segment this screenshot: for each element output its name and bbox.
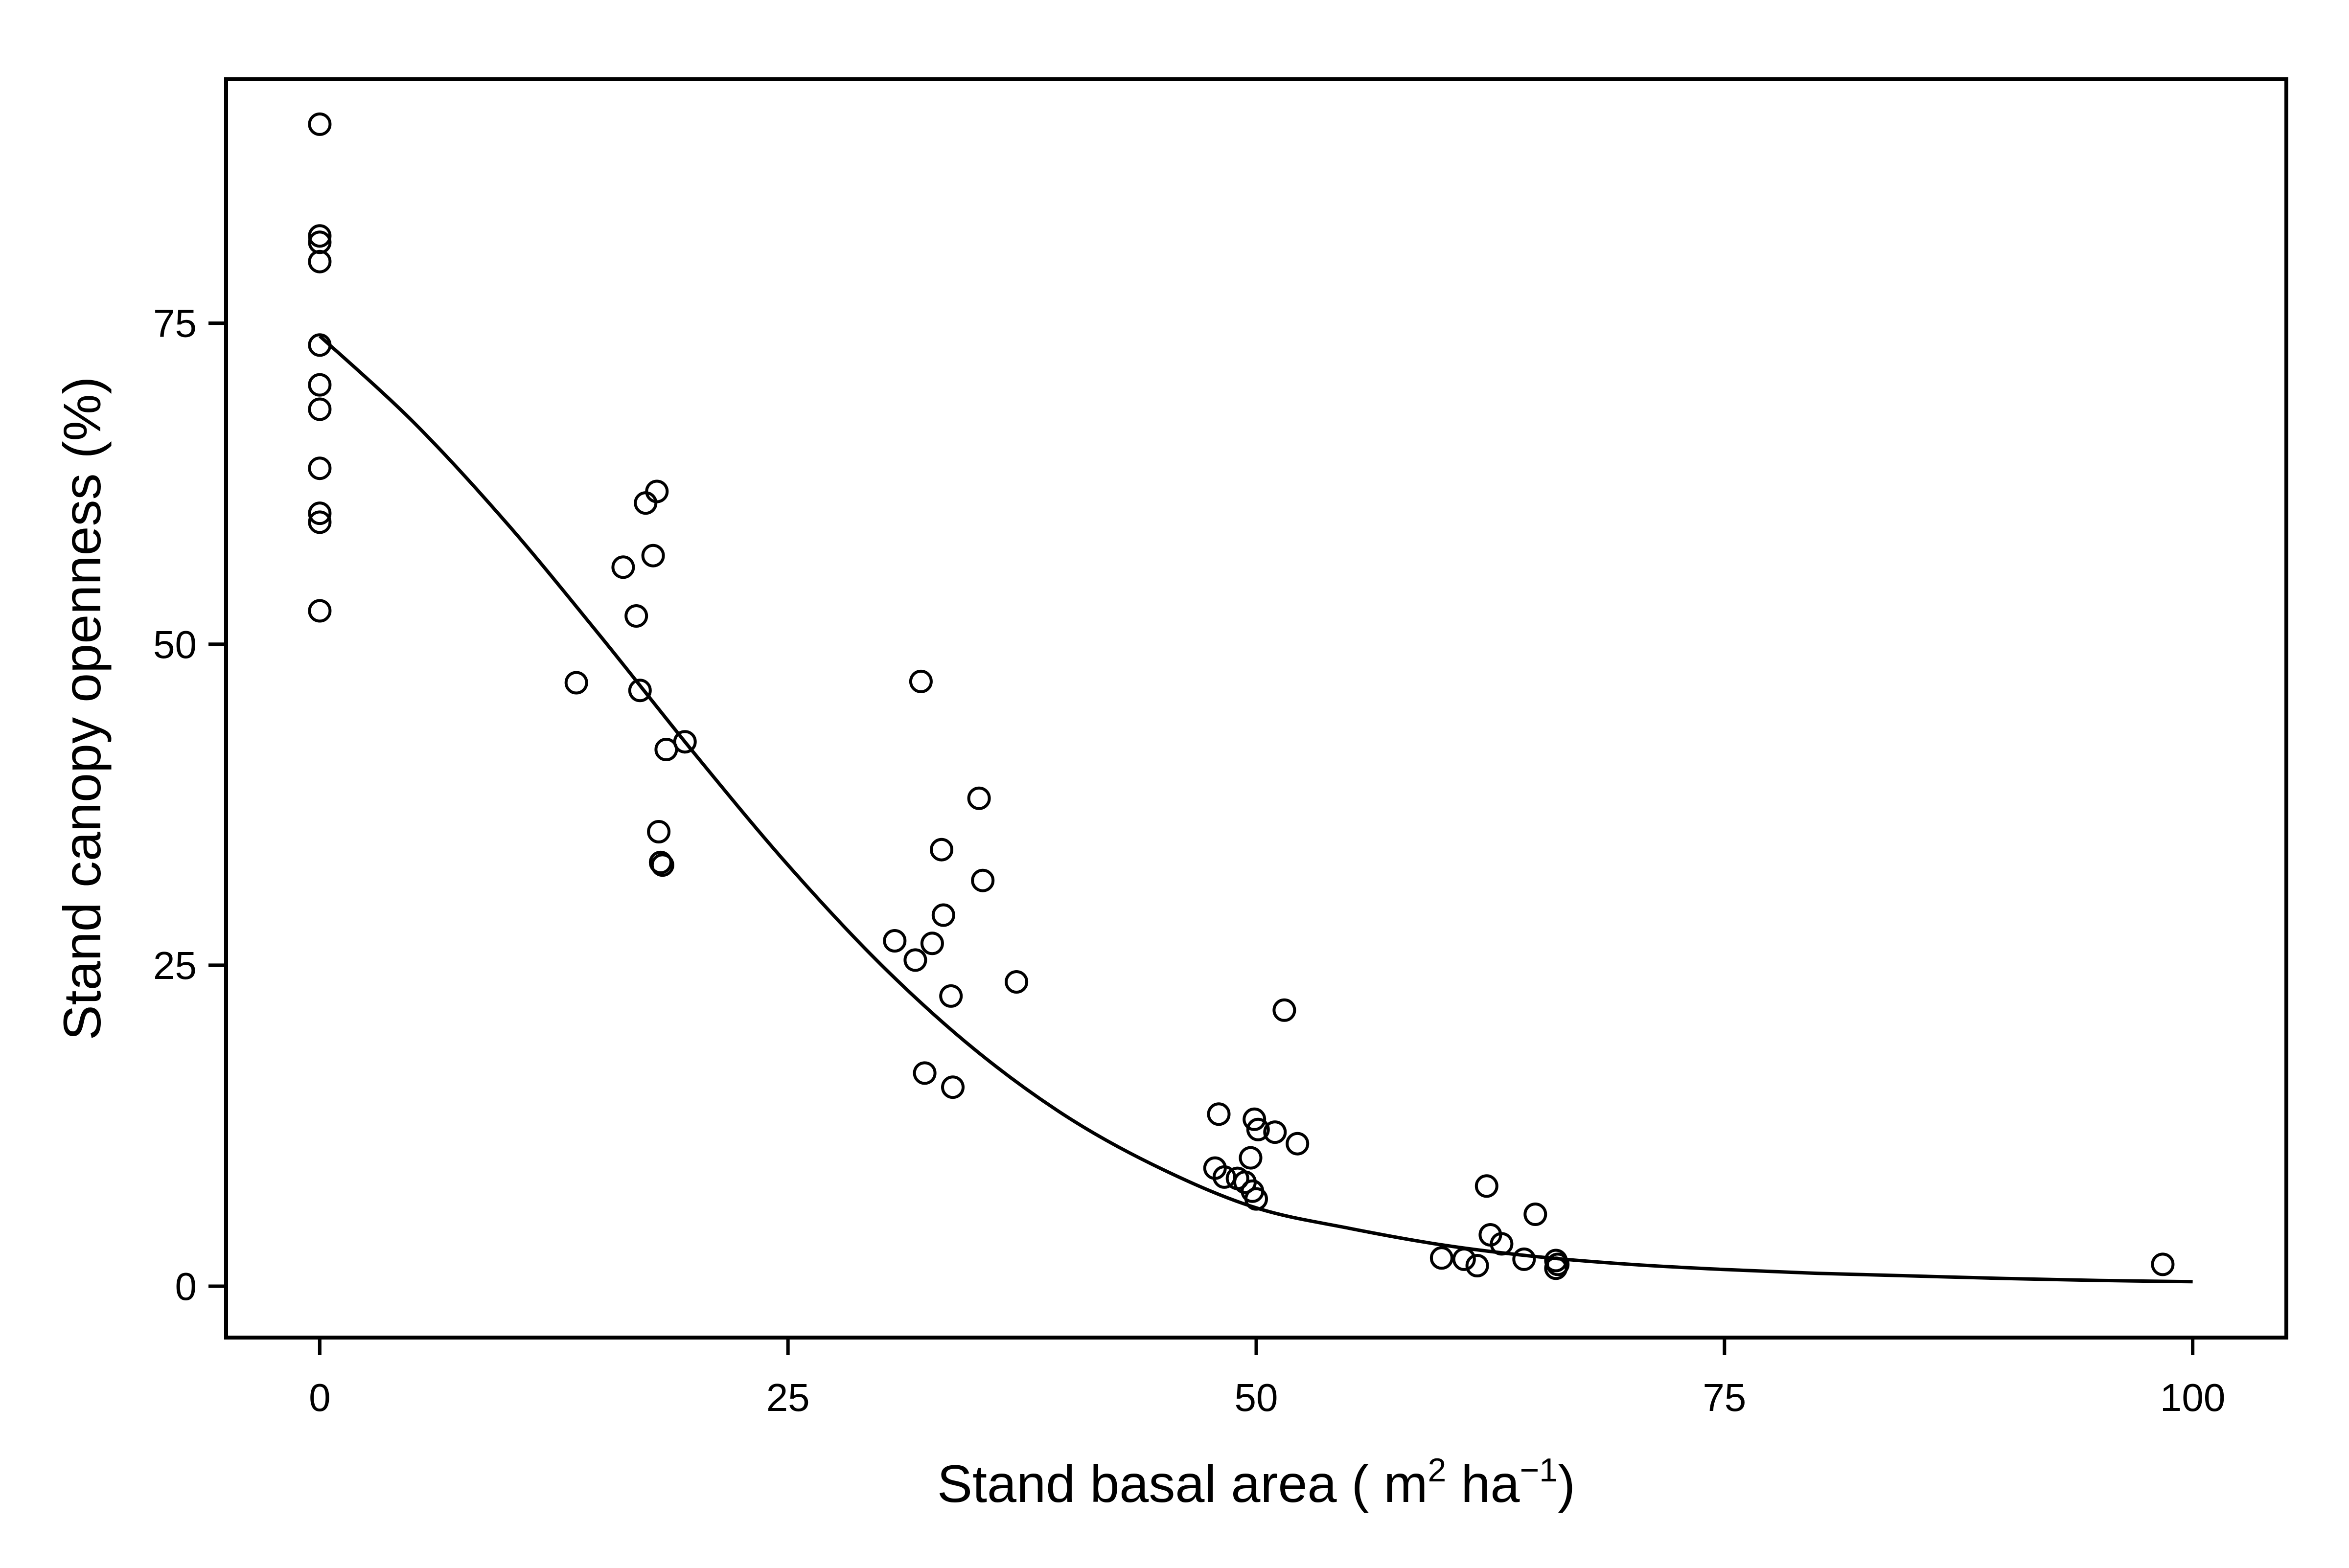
- data-point-29: [931, 903, 955, 927]
- y-tick-label-3: 75: [153, 302, 197, 345]
- data-point-18: [647, 820, 671, 843]
- data-point-7: [308, 456, 332, 480]
- data-point-24: [903, 948, 927, 972]
- data-point-27: [920, 932, 944, 955]
- data-point-54: [1512, 1247, 1536, 1271]
- data-point-46: [1272, 998, 1296, 1022]
- data-point-14: [628, 679, 652, 703]
- data-point-9: [308, 510, 332, 534]
- data-point-11: [564, 671, 588, 695]
- y-axis: 0 25 50 75: [153, 302, 226, 1308]
- data-point-0: [308, 112, 332, 136]
- data-point-33: [971, 868, 995, 892]
- x-tick-label-3: 75: [1703, 1376, 1746, 1419]
- y-tick-label-1: 25: [153, 944, 197, 987]
- x-tick-label-0: 0: [309, 1376, 331, 1419]
- x-tick-label-4: 100: [2160, 1376, 2225, 1419]
- data-point-51: [1474, 1174, 1498, 1198]
- data-point-5: [308, 373, 332, 397]
- data-point-59: [2151, 1252, 2175, 1276]
- y-tick-label-2: 50: [153, 623, 197, 666]
- data-point-32: [967, 786, 991, 810]
- data-point-48: [1429, 1246, 1453, 1270]
- data-point-12: [611, 555, 635, 579]
- y-axis-title: Stand canopy openness (%): [52, 377, 112, 1041]
- data-point-47: [1286, 1132, 1310, 1156]
- data-point-53: [1490, 1232, 1514, 1256]
- data-point-20: [650, 853, 674, 877]
- data-point-43: [1244, 1187, 1268, 1211]
- data-point-17: [645, 479, 669, 503]
- data-point-16: [641, 544, 665, 568]
- data-point-1: [308, 224, 332, 248]
- data-point-55: [1523, 1203, 1547, 1226]
- x-tick-label-2: 50: [1235, 1376, 1278, 1419]
- data-point-30: [939, 984, 963, 1008]
- data-point-8: [308, 501, 332, 525]
- data-point-36: [1207, 1102, 1231, 1126]
- data-point-50: [1465, 1254, 1489, 1277]
- data-point-31: [941, 1075, 965, 1099]
- x-tick-label-1: 25: [766, 1376, 810, 1419]
- data-point-44: [1246, 1117, 1270, 1141]
- data-point-13: [624, 604, 648, 628]
- data-point-58: [1546, 1252, 1570, 1276]
- data-point-34: [1005, 970, 1029, 994]
- fitted-curve: [319, 335, 2193, 1284]
- data-point-6: [308, 397, 332, 421]
- data-point-3: [308, 250, 332, 273]
- x-axis-title: Stand basal area ( m2 ha−1): [937, 1452, 1575, 1513]
- data-point-25: [909, 669, 933, 693]
- data-point-26: [913, 1061, 937, 1085]
- data-point-49: [1452, 1247, 1476, 1271]
- data-points-layer: [308, 112, 2175, 1280]
- x-axis: 0 25 50 75 100: [309, 1338, 2225, 1419]
- y-tick-label-0: 0: [175, 1265, 197, 1308]
- data-point-19: [648, 850, 672, 874]
- data-point-28: [930, 838, 953, 862]
- data-point-45: [1263, 1120, 1287, 1144]
- data-point-42: [1243, 1107, 1267, 1131]
- data-point-23: [883, 929, 907, 953]
- data-point-22: [673, 730, 697, 754]
- data-point-10: [308, 599, 332, 623]
- fit-curve-layer: [319, 335, 2193, 1284]
- data-point-4: [308, 333, 332, 357]
- data-point-40: [1239, 1146, 1263, 1170]
